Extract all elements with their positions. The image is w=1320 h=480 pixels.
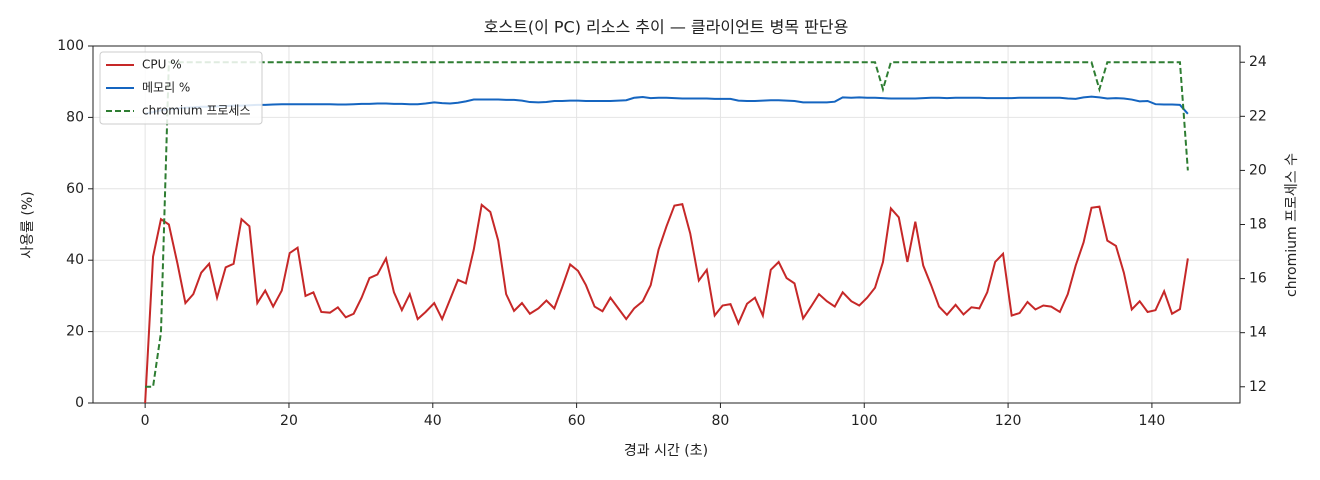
- x-tick-label: 140: [1139, 413, 1166, 429]
- legend-label: CPU %: [142, 58, 182, 72]
- y2-tick-label: 14: [1249, 325, 1267, 341]
- x-tick-label: 80: [712, 413, 730, 429]
- legend-label: chromium 프로세스: [142, 104, 251, 118]
- y-tick-label: 80: [66, 109, 84, 125]
- y2-tick-label: 18: [1249, 217, 1267, 233]
- x-axis-label: 경과 시간 (초): [624, 443, 708, 459]
- y2-tick-label: 12: [1249, 379, 1267, 395]
- y-tick-label: 40: [66, 252, 84, 268]
- x-tick-label: 120: [995, 413, 1022, 429]
- x-tick-label: 40: [424, 413, 442, 429]
- x-tick-label: 60: [568, 413, 586, 429]
- y2-tick-label: 20: [1249, 162, 1267, 178]
- y-axis-label: 사용률 (%): [20, 191, 36, 258]
- legend-box: [99, 51, 263, 125]
- chart-title: 호스트(이 PC) 리소스 추이 — 클라이언트 병목 판단용: [484, 18, 849, 37]
- plot-frame: [92, 45, 1241, 404]
- y2-tick-label: 22: [1249, 108, 1267, 124]
- x-tick-label: 20: [280, 413, 298, 429]
- y2-axis-label: chromium 프로세스 수: [1284, 153, 1300, 297]
- series-line: [145, 61, 1189, 388]
- legend-label: 메모리 %: [142, 81, 190, 95]
- y-tick-label: 0: [75, 395, 84, 411]
- y2-tick-label: 16: [1249, 271, 1267, 287]
- x-tick-label: 100: [851, 413, 878, 429]
- y-tick-label: 60: [66, 181, 84, 197]
- y-tick-label: 20: [66, 324, 84, 340]
- y2-tick-label: 24: [1249, 54, 1267, 70]
- x-tick-label: 0: [141, 413, 150, 429]
- series-line: [144, 202, 1189, 404]
- y-tick-label: 100: [57, 38, 84, 54]
- series-line: [144, 95, 1189, 115]
